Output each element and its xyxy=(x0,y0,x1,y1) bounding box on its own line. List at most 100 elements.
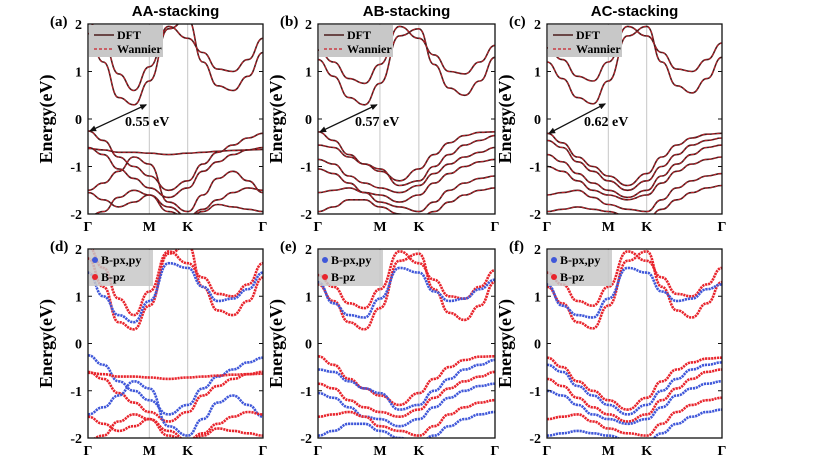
y-tick-label: -2 xyxy=(300,432,312,447)
legend-box xyxy=(319,250,383,286)
x-tick-label: Γ xyxy=(314,220,323,235)
y-tick-label: 0 xyxy=(305,338,312,353)
y-axis-label: Energy(eV) xyxy=(495,299,516,388)
band-gap-label: 0.57 eV xyxy=(355,115,399,130)
dft-band-v4 xyxy=(547,156,722,201)
x-tick-label: Γ xyxy=(543,444,552,459)
wannier-band-c2 xyxy=(547,25,722,82)
x-tick-label: K xyxy=(182,220,193,235)
wannier-band-v3 xyxy=(88,147,263,156)
y-tick-label: -2 xyxy=(70,208,82,223)
panel-b: 210-1-2Γ M K ΓEnergy(eV)(b)AB-stackingDFTWa… xyxy=(266,3,500,235)
orbital-band-pxpy-v1 xyxy=(88,354,263,416)
orbital-band-pz-v3 xyxy=(318,370,495,419)
wannier-band-v5 xyxy=(88,187,263,214)
legend-wannier-label: Wannier xyxy=(117,42,162,56)
x-tick-label: Γ xyxy=(491,220,500,235)
x-tick-label: Γ xyxy=(259,220,268,235)
wannier-band-c1 xyxy=(88,24,263,106)
y-tick-label: 1 xyxy=(75,290,82,305)
bands-c xyxy=(547,25,722,214)
y-tick-label: 0 xyxy=(75,338,82,353)
legend-box xyxy=(548,25,622,57)
orbital-band-pxpy-v4 xyxy=(88,379,263,437)
x-tick-label: Γ xyxy=(718,444,727,459)
panel-title: AB-stacking xyxy=(363,3,451,20)
band-gap-label: 0.62 eV xyxy=(584,115,628,130)
y-axis-label: Energy(eV) xyxy=(36,299,57,388)
wannier-band-v6 xyxy=(318,187,495,214)
y-axis-label: Energy(eV) xyxy=(36,75,57,164)
legend-pxpy-label: B-px,py xyxy=(560,253,600,267)
legend-pxpy-swatch xyxy=(92,257,98,263)
band-gap-label: 0.55 eV xyxy=(125,115,169,130)
orbital-band-pz-v5 xyxy=(547,396,722,437)
legend-dft-label: DFT xyxy=(347,28,371,42)
orbital-band-pxpy-c3 xyxy=(318,266,495,319)
orbital-band-pz-v3 xyxy=(88,371,263,381)
legend: B-px,py B-pz xyxy=(319,250,383,286)
legend-pz-swatch xyxy=(551,274,557,280)
orbital-band-pxpy-v4 xyxy=(318,382,495,428)
orbital-band-pz-c2 xyxy=(547,250,722,308)
orbital-band-pxpy-c3 xyxy=(88,261,263,324)
panel-label: (a) xyxy=(50,14,68,30)
y-tick-label: 0 xyxy=(305,113,312,128)
y-tick-label: -1 xyxy=(70,385,82,400)
panel-label: (f) xyxy=(509,239,524,255)
y-axis-label: Energy(eV) xyxy=(266,75,287,164)
legend-box xyxy=(89,250,153,286)
orbital-band-pxpy-v2 xyxy=(318,358,495,411)
y-tick-label: 2 xyxy=(534,18,541,33)
legend-pxpy-label: B-px,py xyxy=(101,253,141,267)
y-tick-label: -2 xyxy=(529,432,541,447)
y-tick-label: -2 xyxy=(300,208,312,223)
y-tick-label: 1 xyxy=(534,66,541,81)
legend: B-px,py B-pz xyxy=(89,250,153,286)
wannier-band-v6 xyxy=(547,185,722,214)
wannier-band-v6 xyxy=(94,189,263,214)
x-tick-label: M xyxy=(143,220,156,235)
orbital-band-pz-c2 xyxy=(90,249,263,317)
x-tick-label: Γ xyxy=(543,220,552,235)
y-tick-label: -1 xyxy=(300,161,312,176)
bands-f xyxy=(547,250,722,438)
y-axis-label: Energy(eV) xyxy=(266,299,287,388)
y-tick-label: 2 xyxy=(534,243,541,258)
wannier-band-c2 xyxy=(91,24,263,91)
wannier-band-c1 xyxy=(318,28,495,106)
orbital-band-pz-c1 xyxy=(88,249,263,331)
y-tick-label: -1 xyxy=(70,161,82,176)
y-tick-label: 0 xyxy=(75,113,82,128)
legend-box xyxy=(548,250,612,286)
legend-pxpy-swatch xyxy=(322,257,328,263)
legend-pz-label: B-pz xyxy=(101,270,126,284)
wannier-band-v1 xyxy=(88,130,263,191)
y-tick-label: -2 xyxy=(70,432,82,447)
wannier-band-v1 xyxy=(318,131,495,182)
x-tick-label: K xyxy=(641,444,652,459)
band-gap-arrow xyxy=(548,103,607,134)
y-tick-label: -2 xyxy=(529,208,541,223)
panel-c: 210-1-2Γ M K ΓEnergy(eV)(c)AC-stackingDFTWa… xyxy=(495,3,727,235)
x-tick-label: Γ xyxy=(259,444,268,459)
panel-a: 210-1-2Γ M K ΓEnergy(eV)(a)AA-stackingDFTWa… xyxy=(36,3,268,235)
orbital-band-pz-v1 xyxy=(547,356,722,411)
legend-pz-swatch xyxy=(322,274,328,280)
wannier-band-v5 xyxy=(318,175,495,213)
y-tick-label: -1 xyxy=(300,385,312,400)
panel-title: AA-stacking xyxy=(132,3,220,20)
wannier-band-c1 xyxy=(547,25,722,105)
wannier-band-v2 xyxy=(547,137,722,191)
legend-pz-label: B-pz xyxy=(560,270,585,284)
legend-wannier-label: Wannier xyxy=(347,42,392,56)
legend-pz-swatch xyxy=(92,274,98,280)
y-tick-label: -1 xyxy=(529,161,541,176)
panel-label: (d) xyxy=(50,239,68,255)
orbital-band-pz-v5 xyxy=(88,410,263,438)
panel-title: AC-stacking xyxy=(591,3,679,20)
